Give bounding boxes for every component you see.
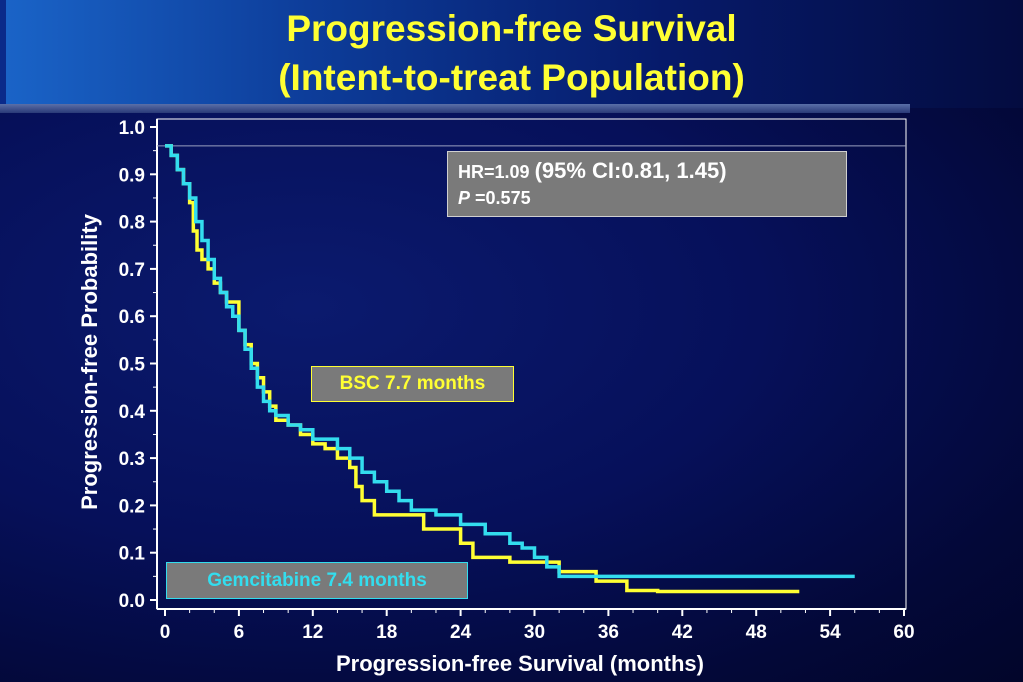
x-tick-label: 0 [160, 622, 171, 643]
x-tick-label: 30 [524, 622, 545, 643]
series-line-gemcitabine [165, 144, 855, 579]
page-subtitle: (Intent-to-treat Population) [278, 57, 745, 98]
x-tick-label: 60 [893, 622, 914, 643]
series-line-bsc [165, 144, 800, 594]
y-tick-label: 0.1 [119, 544, 146, 565]
y-tick-label: 0.5 [119, 355, 146, 376]
x-tick-label: 6 [234, 622, 245, 643]
title-divider [0, 104, 910, 113]
survival-curves [157, 144, 906, 594]
page-title: Progression-free Survival [286, 8, 737, 49]
y-tick-label: 0.9 [119, 165, 145, 186]
title-banner [0, 0, 1023, 108]
y-axis-title: Progression-free Probability [77, 213, 102, 510]
x-tick-label: 12 [302, 622, 323, 643]
y-tick-label: 0.2 [119, 496, 145, 517]
x-axis-title: Progression-free Survival (months) [336, 651, 704, 676]
x-ticks: 0 6 12 18 24 30 36 42 48 54 60 [160, 609, 915, 643]
y-ticks: 0.0 0.1 0.2 0.3 0.4 0.5 0.6 0.7 0.8 0.9 1.0 [119, 118, 157, 612]
y-tick-label: 0.8 [119, 213, 145, 234]
y-tick-label: 0.7 [119, 260, 145, 281]
p-value: =0.575 [475, 188, 531, 208]
bsc-median-label: BSC 7.7 months [311, 366, 514, 402]
p-symbol: P [458, 188, 471, 208]
left-accent [0, 0, 6, 110]
y-tick-label: 0.0 [119, 591, 145, 612]
hr-label: HR=1.09 [458, 162, 530, 182]
y-tick-label: 0.4 [119, 402, 146, 423]
x-tick-label: 18 [376, 622, 397, 643]
hazard-ratio-box: HR=1.09 (95% CI:0.81, 1.45) P =0.575 [447, 151, 847, 217]
x-tick-label: 24 [450, 622, 472, 643]
x-tick-label: 36 [598, 622, 619, 643]
gemcitabine-median-label: Gemcitabine 7.4 months [166, 562, 468, 599]
y-tick-label: 1.0 [119, 118, 145, 139]
x-tick-label: 54 [820, 622, 842, 643]
x-tick-label: 42 [672, 622, 693, 643]
ci-label: (95% CI:0.81, 1.45) [534, 158, 727, 183]
x-tick-label: 48 [746, 622, 767, 643]
y-tick-label: 0.3 [119, 449, 145, 470]
y-tick-label: 0.6 [119, 307, 145, 328]
